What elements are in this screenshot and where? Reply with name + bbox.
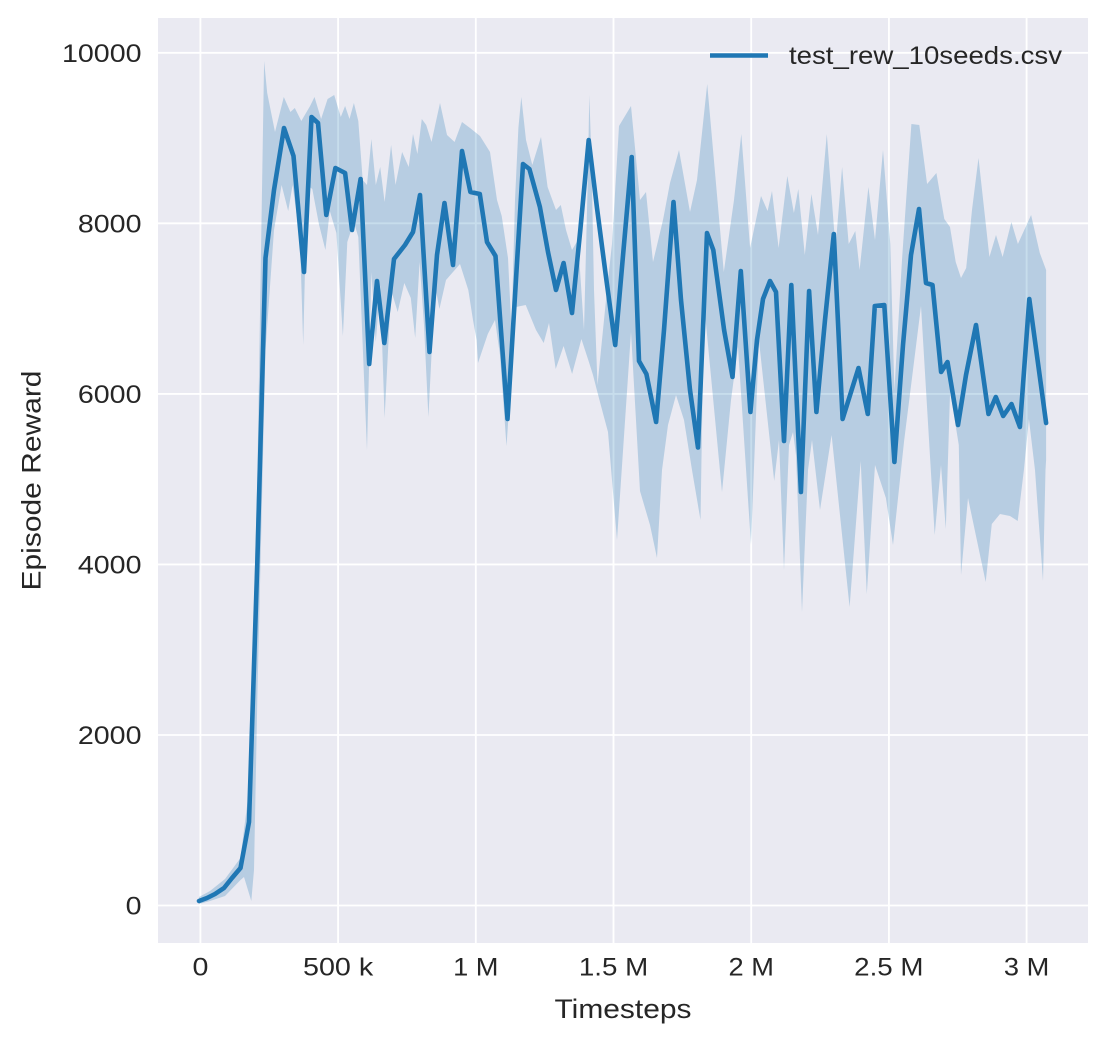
svg-text:Timesteps: Timesteps: [555, 994, 692, 1024]
svg-text:2 M: 2 M: [729, 954, 774, 982]
svg-text:0: 0: [193, 954, 209, 982]
svg-text:6000: 6000: [78, 381, 142, 409]
svg-text:Episode Reward: Episode Reward: [17, 371, 47, 591]
svg-text:1 M: 1 M: [453, 954, 498, 982]
svg-text:8000: 8000: [78, 210, 142, 238]
svg-text:0: 0: [126, 893, 142, 921]
svg-text:10000: 10000: [62, 40, 142, 68]
svg-text:2000: 2000: [78, 722, 142, 750]
svg-text:3 M: 3 M: [1004, 954, 1049, 982]
svg-text:1.5 M: 1.5 M: [579, 954, 648, 982]
svg-text:2.5 M: 2.5 M: [854, 954, 923, 982]
svg-text:500 k: 500 k: [303, 954, 374, 982]
svg-text:4000: 4000: [78, 552, 142, 580]
svg-text:test_rew_10seeds.csv: test_rew_10seeds.csv: [789, 42, 1063, 70]
